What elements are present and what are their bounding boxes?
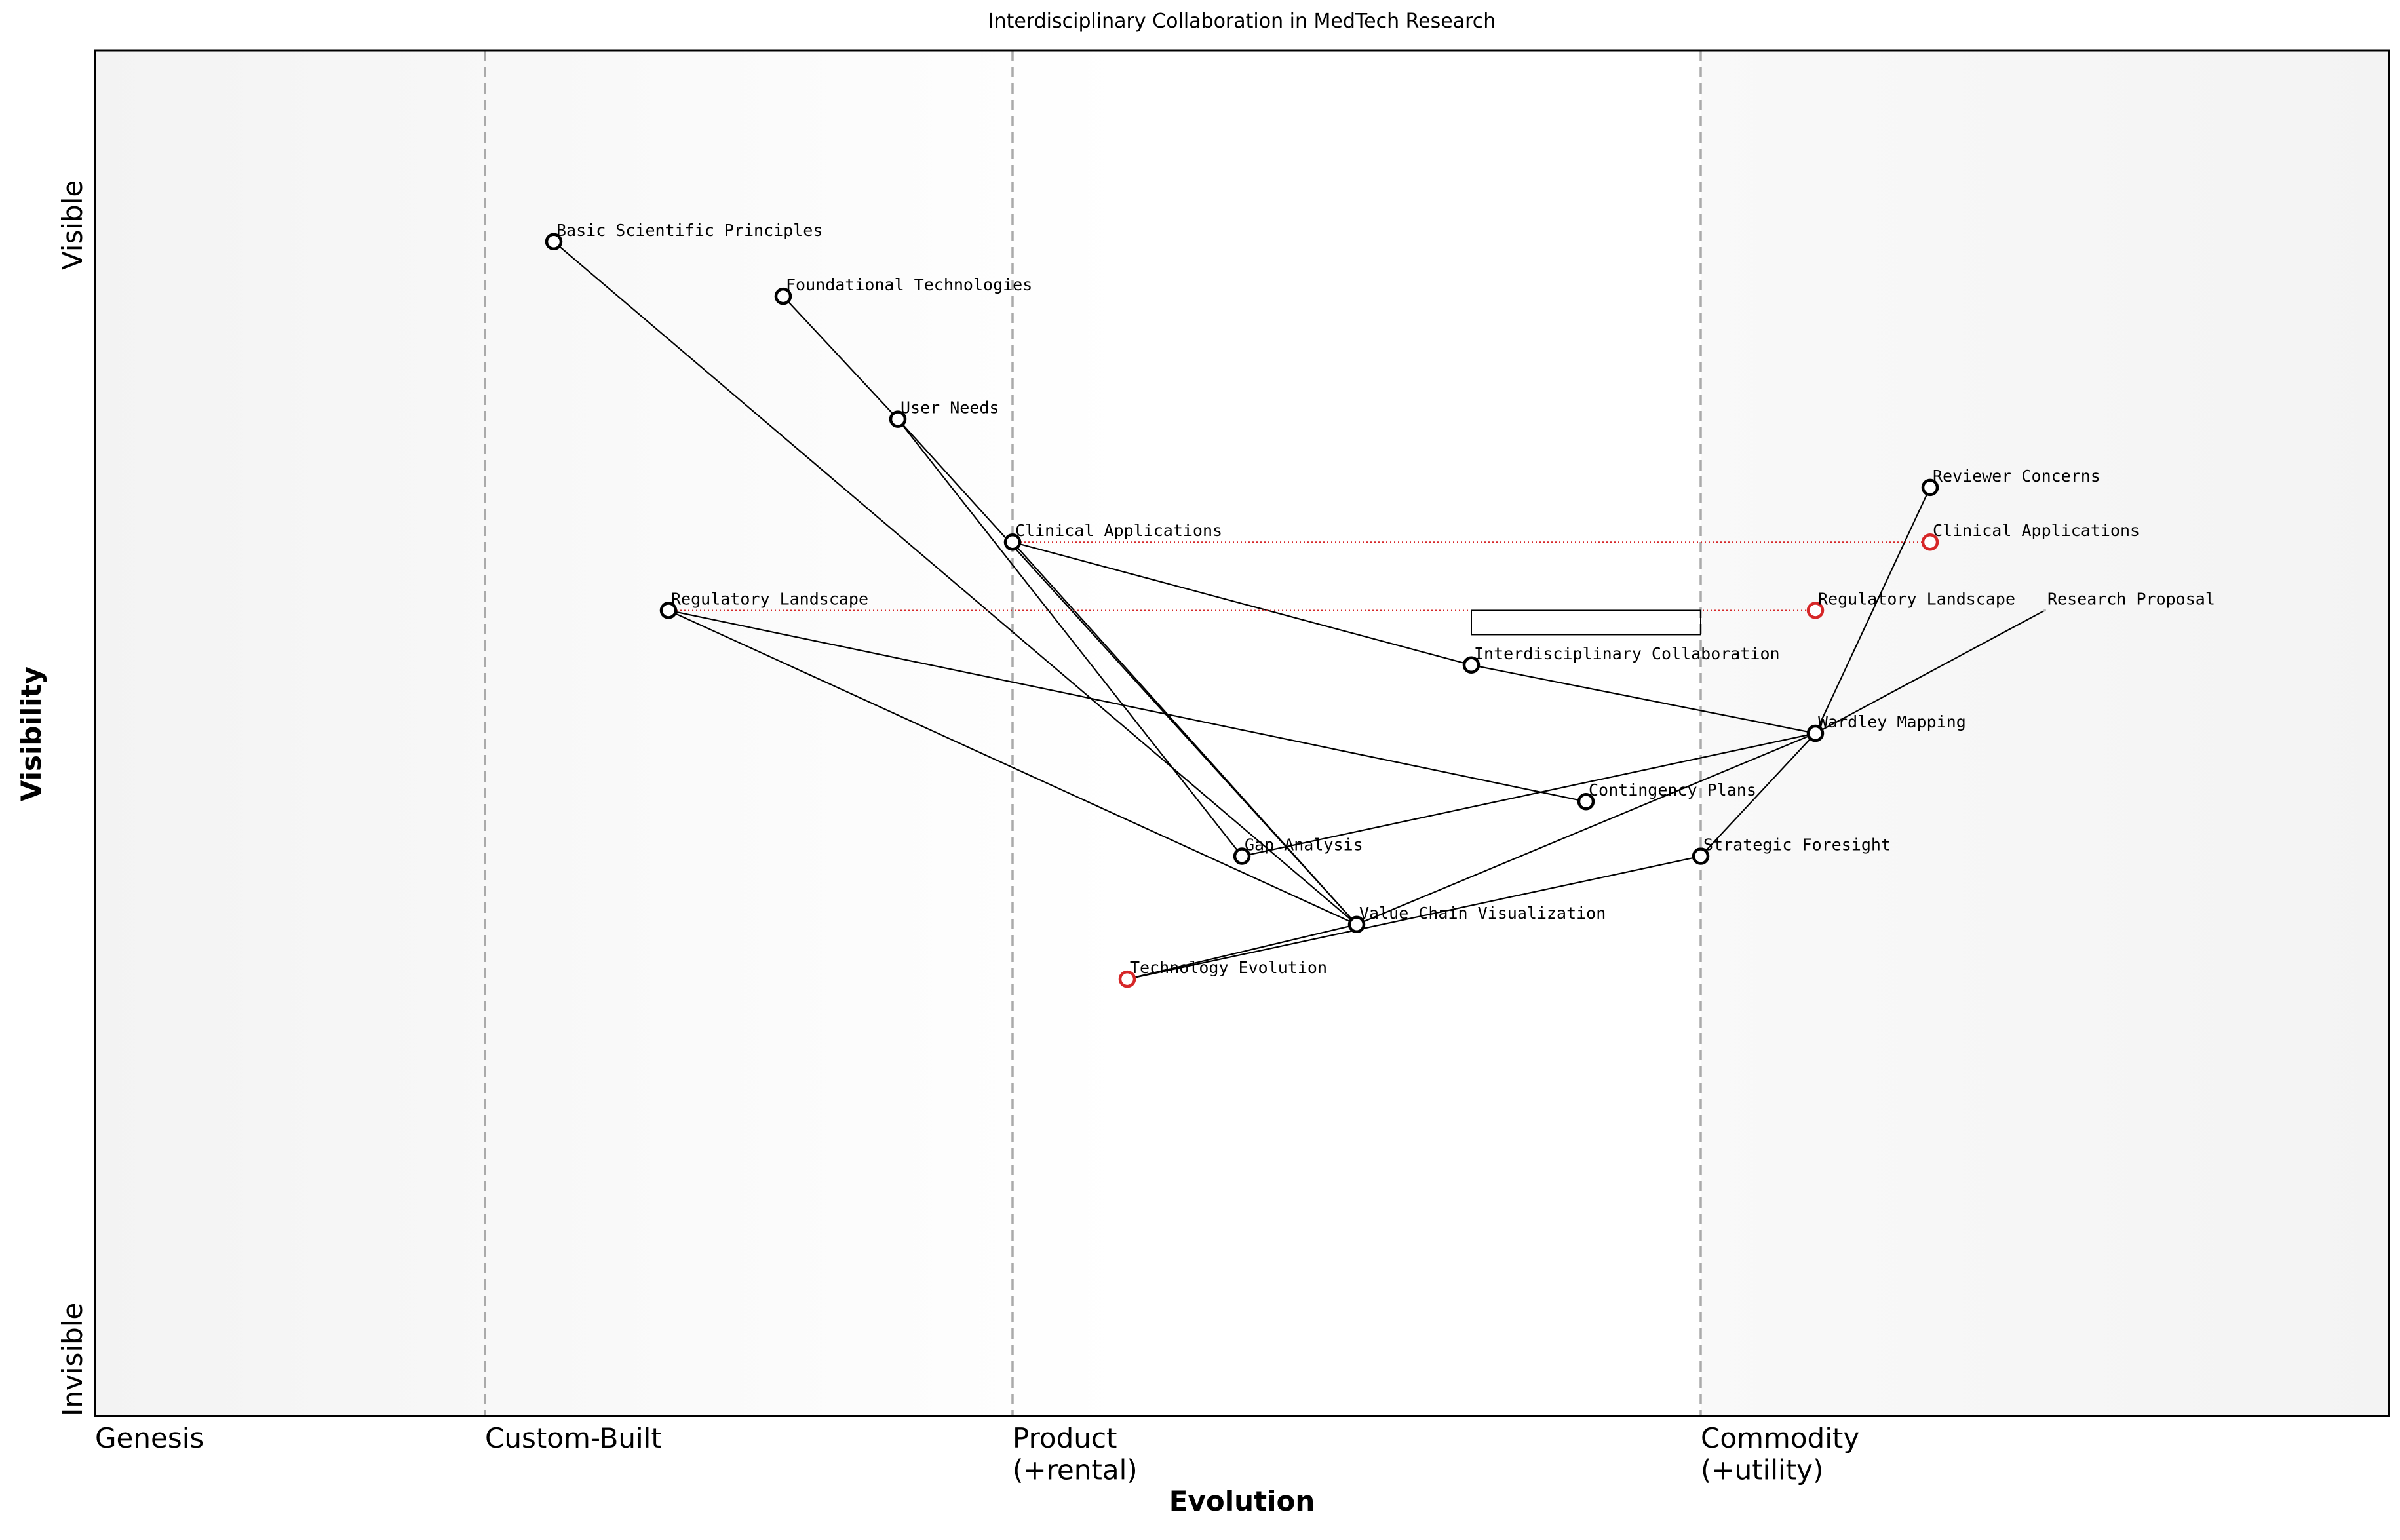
- component: [1118, 970, 1136, 988]
- link: [1471, 664, 1816, 735]
- link: [1012, 541, 1357, 925]
- component-label: User Needs: [900, 398, 999, 417]
- link: [1356, 732, 1816, 925]
- component-label: Interdisciplinary Collaboration: [1474, 644, 1780, 663]
- stage-label: Commodity (+utility): [1701, 1422, 1859, 1486]
- link: [1815, 609, 2045, 734]
- component-label: Foundational Technologies: [786, 275, 1032, 294]
- link: [1012, 541, 1472, 666]
- component-label: Strategic Foresight: [1703, 836, 1891, 855]
- link: [553, 241, 1357, 925]
- component-label: Reviewer Concerns: [1933, 467, 2100, 486]
- x-axis-title: Evolution: [1169, 1485, 1315, 1517]
- component: [1921, 478, 1939, 497]
- component-label: Gap Analysis: [1245, 836, 1363, 855]
- anchor: [2043, 609, 2046, 612]
- component-label: Technology Evolution: [1130, 958, 1327, 977]
- y-axis-title: Visibility: [15, 666, 47, 801]
- component-label: Value Chain Visualization: [1359, 904, 1606, 923]
- link: [1700, 733, 1816, 857]
- component: [545, 233, 563, 251]
- component: [1003, 533, 1022, 551]
- plot-frame: [94, 49, 2390, 1417]
- y-end-label: Invisible: [56, 1303, 88, 1416]
- component-label: Contingency Plans: [1589, 780, 1756, 799]
- component: [1577, 792, 1595, 811]
- component: [1233, 847, 1251, 865]
- stage-label: Product (+rental): [1013, 1422, 1138, 1486]
- link: [783, 296, 899, 420]
- component-label: Regulatory Landscape: [671, 589, 868, 608]
- component: [1806, 724, 1825, 742]
- link: [668, 609, 1357, 925]
- component: [1347, 915, 1366, 934]
- component: [1692, 847, 1710, 865]
- component: [774, 287, 792, 305]
- stage-label: Genesis: [95, 1422, 204, 1454]
- link: [1241, 732, 1816, 857]
- y-end-label: Visible: [56, 180, 88, 270]
- evolved-component: [1806, 602, 1825, 619]
- component-label: Basic Scientific Principles: [556, 221, 823, 240]
- pipeline: [1471, 609, 1701, 636]
- component-label: Clinical Applications: [1015, 521, 1222, 540]
- stage-label: Custom-Built: [485, 1422, 662, 1454]
- link: [1815, 487, 1931, 734]
- evolved-component: [1921, 533, 1939, 551]
- evolved-label: Regulatory Landscape: [1818, 589, 2015, 608]
- component: [889, 410, 907, 428]
- link: [897, 418, 1243, 857]
- link: [668, 609, 1587, 803]
- plot-background: [95, 50, 2389, 1416]
- anchor-label: Research Proposal: [2047, 589, 2215, 608]
- component: [659, 602, 678, 619]
- evolved-label: Clinical Applications: [1933, 521, 2140, 540]
- component-label: Wardley Mapping: [1818, 712, 1966, 731]
- link: [1127, 923, 1357, 980]
- link: [1127, 855, 1701, 980]
- chart-title: Interdisciplinary Collaboration in MedTe…: [988, 10, 1496, 33]
- component: [1462, 656, 1481, 674]
